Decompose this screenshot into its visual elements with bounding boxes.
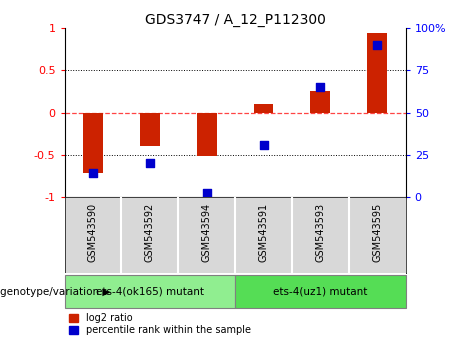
Bar (235, 275, 406, 308)
Bar (197, 113, 217, 155)
Bar (65, 275, 235, 308)
Title: GDS3747 / A_12_P112300: GDS3747 / A_12_P112300 (145, 13, 325, 27)
Legend: log2 ratio, percentile rank within the sample: log2 ratio, percentile rank within the s… (70, 313, 251, 335)
Text: GSM543593: GSM543593 (315, 203, 325, 262)
Point (203, 190, 210, 196)
Point (317, 85, 324, 90)
Bar (140, 113, 160, 146)
Point (89, 170, 97, 176)
Bar (254, 104, 273, 113)
Bar (367, 33, 387, 113)
Text: GSM543591: GSM543591 (259, 203, 269, 262)
Text: GSM543590: GSM543590 (88, 203, 98, 262)
Text: ets-4(ok165) mutant: ets-4(ok165) mutant (96, 287, 204, 297)
Text: GSM543595: GSM543595 (372, 203, 382, 262)
Bar (310, 91, 331, 113)
Text: genotype/variation ▶: genotype/variation ▶ (0, 287, 110, 297)
Point (146, 160, 154, 166)
Bar (83, 113, 103, 173)
Text: GSM543592: GSM543592 (145, 203, 155, 262)
Point (373, 42, 381, 48)
Text: ets-4(uz1) mutant: ets-4(uz1) mutant (273, 287, 367, 297)
Point (260, 142, 267, 147)
Text: GSM543594: GSM543594 (201, 203, 212, 262)
